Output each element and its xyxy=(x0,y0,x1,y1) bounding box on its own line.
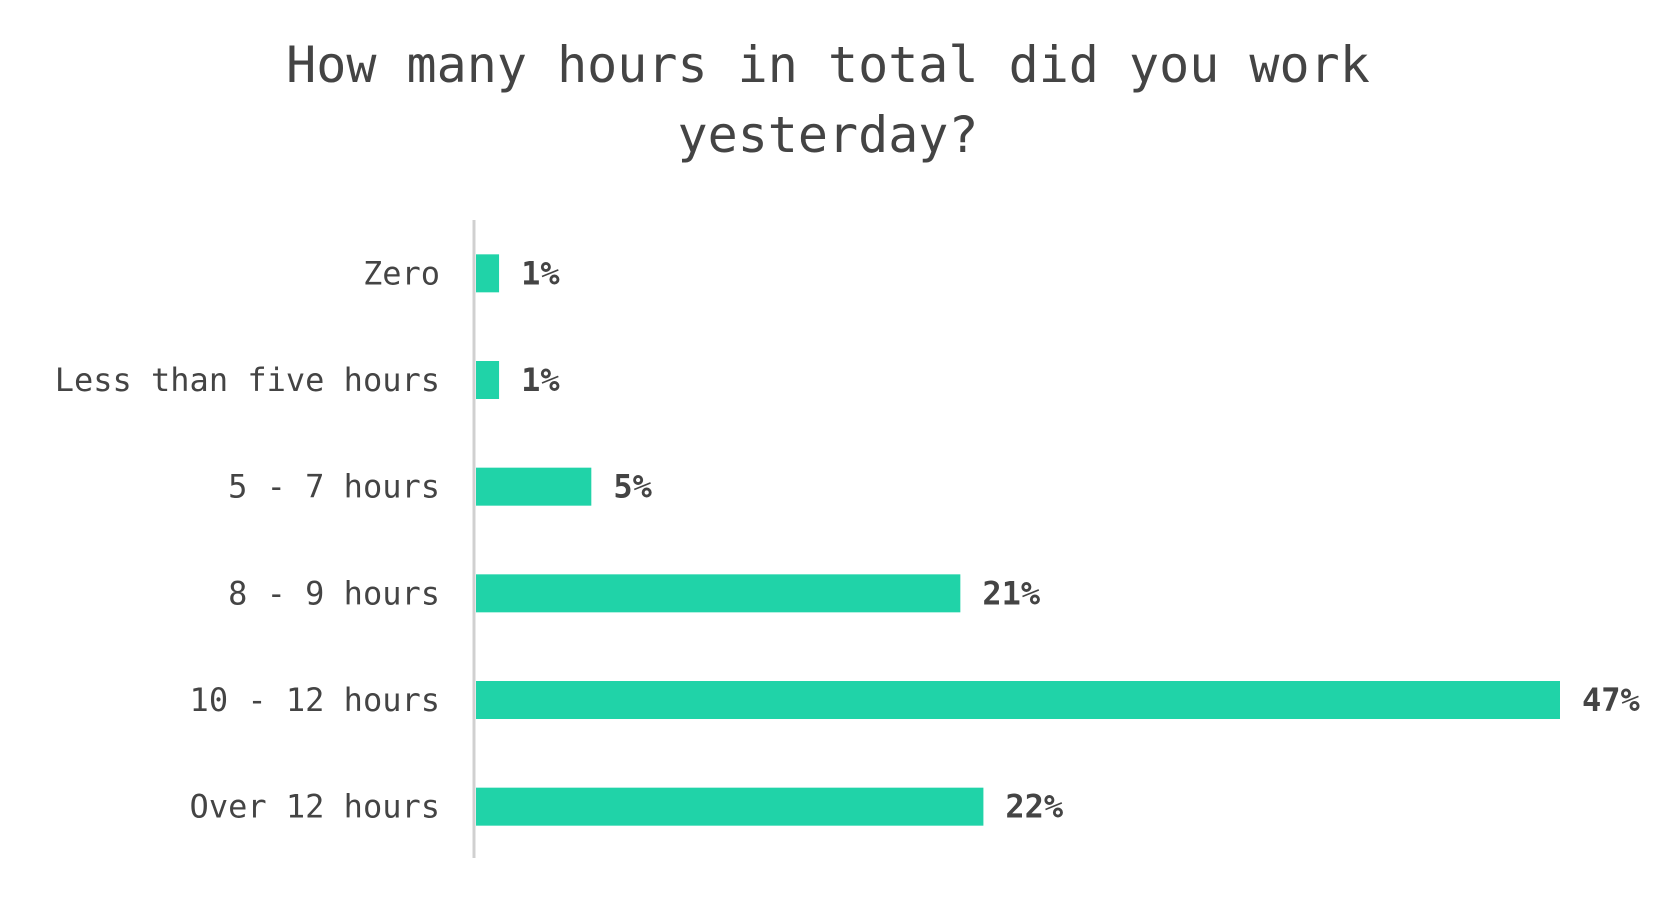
category-label: 8 - 9 hours xyxy=(228,574,440,612)
category-label: Less than five hours xyxy=(55,361,440,399)
bar xyxy=(476,787,984,826)
value-label: 21% xyxy=(982,574,1041,612)
value-label: 1% xyxy=(521,254,560,292)
value-label: 22% xyxy=(1005,788,1064,826)
category-label: Zero xyxy=(363,254,440,292)
chart-title: How many hours in total did you work yes… xyxy=(286,36,1370,164)
bar xyxy=(476,574,961,613)
bar xyxy=(476,467,592,506)
value-label: 1% xyxy=(521,361,560,399)
bar xyxy=(476,254,500,293)
category-label: 5 - 7 hours xyxy=(228,468,440,506)
category-label: Over 12 hours xyxy=(190,788,440,826)
value-label: 47% xyxy=(1582,681,1641,719)
bar xyxy=(476,361,500,399)
value-label: 5% xyxy=(613,468,652,506)
bar xyxy=(476,681,1560,719)
category-label: 10 - 12 hours xyxy=(190,681,440,719)
